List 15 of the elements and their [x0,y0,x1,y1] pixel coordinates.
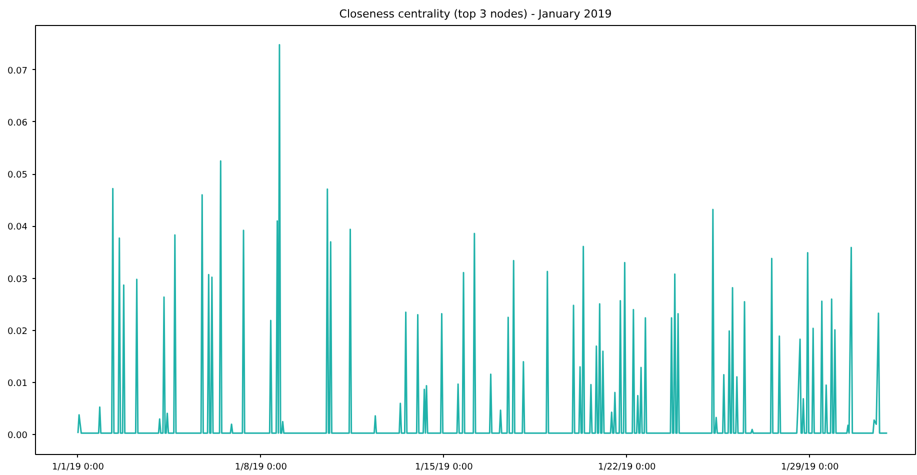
y-tick-label: 0.02 [7,326,28,337]
y-tick-label: 0.00 [7,431,28,442]
line-series [77,44,888,434]
x-tick-label: 1/22/19 0:00 [598,462,656,472]
x-tick-label: 1/1/19 0:00 [52,462,104,472]
x-tick-label: 1/15/19 0:00 [415,462,474,472]
chart-title: Closeness centrality (top 3 nodes) - January 2019 [339,8,612,20]
x-tick-label: 1/29/19 0:00 [780,462,840,472]
x-tick-label: 1/8/19 0:00 [234,462,288,472]
y-tick-label: 0.07 [7,66,28,76]
y-tick-label: 0.01 [7,379,28,390]
y-tick-label: 0.05 [7,170,28,181]
y-tick-label: 0.06 [7,118,28,128]
y-tick-label: 0.03 [7,274,28,285]
y-tick-label: 0.04 [7,222,28,233]
